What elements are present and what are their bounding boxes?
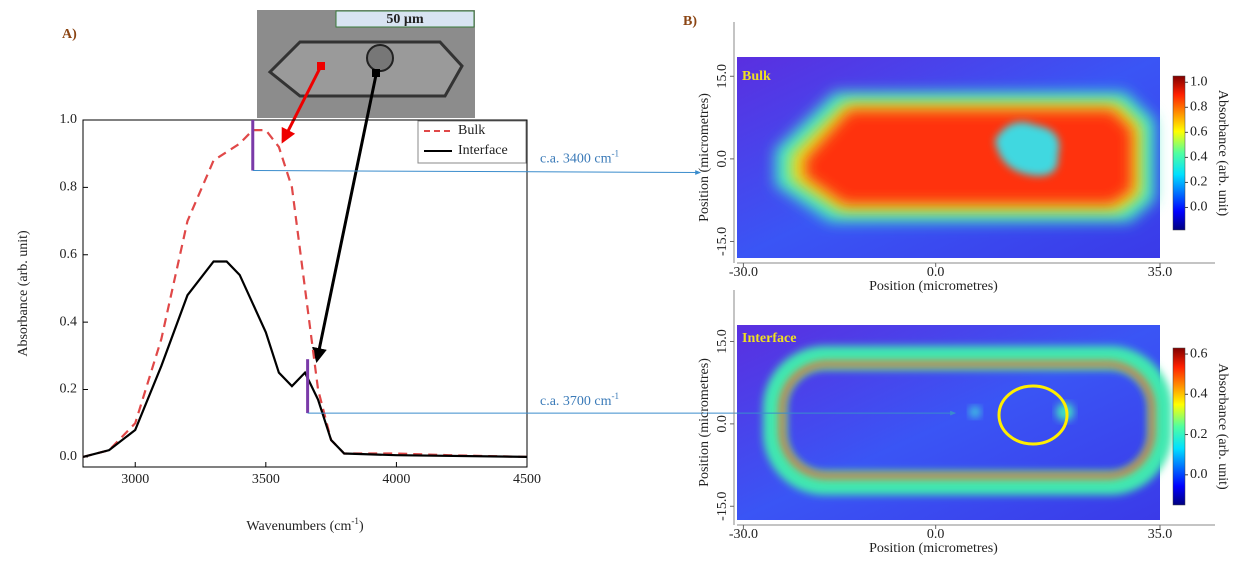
y-axis-label: Position (micrometres) [697,358,712,487]
legend-frame [417,120,527,164]
y-axis-label: Absorbance (arb. unit) [16,230,31,357]
y-tick-label: 0.6 [60,247,78,262]
colorbar-tick-label: 0.2 [1190,427,1208,442]
y-tick-label: 0.0 [60,449,78,464]
colorbar-tick-label: 0.8 [1190,100,1208,115]
scale-bar-label: 50 µm [386,12,424,27]
y-tick-label: 15.0 [715,64,730,89]
x-axis-label-part: ) [359,519,364,534]
colorbar-tick-label: 0.6 [1190,125,1208,140]
y-tick-label: 1.0 [60,112,78,127]
x-tick-label: 0.0 [927,527,945,542]
panel-label: A) [62,27,77,42]
y-tick-label: -15.0 [715,492,730,521]
colorbar-tick-label: 0.0 [1190,467,1208,482]
heatmap-title: Bulk [742,69,771,84]
annotation-part: c.a. 3400 cm [540,152,612,167]
colorbar-tick-label: 0.2 [1190,175,1208,190]
colorbar-tick-label: 1.0 [1190,74,1208,89]
series-line [82,129,528,458]
y-tick-label: 0.4 [60,314,78,329]
x-tick-label: 35.0 [1148,527,1173,542]
x-tick-label: 35.0 [1148,265,1173,280]
annotation: c.a. 3400 cm-1 [540,149,619,167]
scale-bar [335,10,475,28]
x-axis-label: Position (micrometres) [869,279,998,294]
x-axis-label-part: Wavenumbers (cm [246,519,351,534]
colorbar-tick-label: 0.6 [1190,346,1208,361]
legend-label: Interface [458,143,508,158]
annotation: c.a. 3700 cm-1 [540,391,619,409]
x-axis-label-part: -1 [351,516,359,526]
x-tick-label: -30.0 [729,265,758,280]
colorbar [1172,75,1186,231]
plot-frame [82,119,528,468]
x-axis-label: Position (micrometres) [869,541,998,556]
y-tick-label: 0.0 [715,150,730,168]
colorbar-label: Absorbance (arb. unit) [1215,363,1230,490]
y-tick-label: 0.8 [60,180,78,195]
annotation-part: -1 [612,149,620,159]
y-tick-label: 0.0 [715,415,730,433]
annotation-part: -1 [612,391,620,401]
micrograph: 50 µm [257,10,475,118]
colorbar-tick-label: 0.4 [1190,150,1208,165]
annotation-part: c.a. 3700 cm [540,394,612,409]
heatmap-image [737,57,1160,258]
guide-arrow [252,170,702,175]
y-tick-label: -15.0 [715,227,730,256]
panel-label: B) [683,14,697,29]
y-axis-label: Position (micrometres) [697,93,712,222]
y-tick-label: 0.2 [60,382,78,397]
colorbar-label: Absorbance (arb. unit) [1215,90,1230,217]
x-tick-label: 0.0 [927,265,945,280]
heatmap-image [737,325,1172,520]
colorbar-tick-label: 0.4 [1190,387,1208,402]
series-line [82,260,528,458]
arrow [312,74,378,363]
legend-label: Bulk [458,123,485,138]
x-tick-label: 3000 [121,472,149,487]
colorbar-tick-label: 0.0 [1190,200,1208,215]
x-axis-label: Wavenumbers (cm-1) [246,516,364,534]
x-tick-label: 4500 [513,472,541,487]
x-tick-label: 4000 [382,472,410,487]
heatmap-title: Interface [742,331,796,346]
y-tick-label: 15.0 [715,329,730,354]
x-tick-label: -30.0 [729,527,758,542]
x-tick-label: 3500 [252,472,280,487]
colorbar [1172,347,1186,506]
arrow [281,67,322,144]
